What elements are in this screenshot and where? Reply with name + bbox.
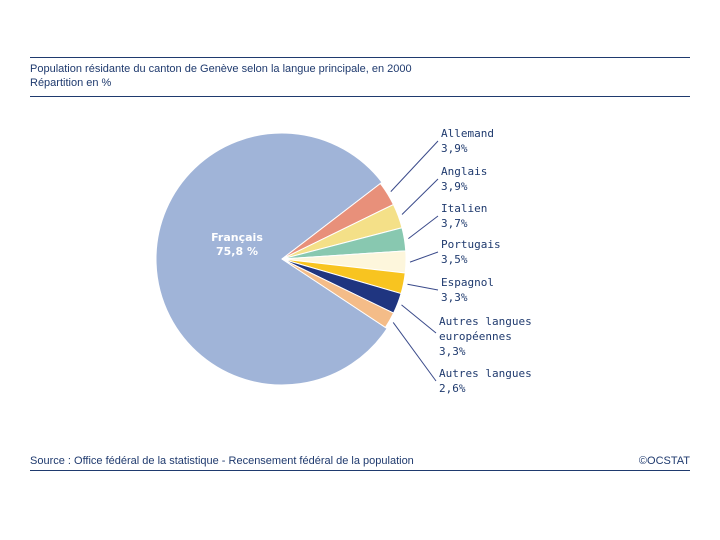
leader-line [401,304,437,334]
leader-line [392,322,437,382]
legend-value: 3,9% [441,180,468,193]
leader-line [401,178,439,215]
leader-line [390,140,439,192]
source-note: Source : Office fédéral de la statistiqu… [30,455,414,467]
leader-line [409,251,439,263]
chart-subtitle: Répartition en % [30,77,112,89]
legend-value: 3,3% [439,345,466,358]
legend-value: 3,7% [441,217,468,230]
legend-label: Portugais [441,238,501,251]
title-bottom-rule [30,96,690,97]
slice-7 [281,258,395,329]
legend-label: Autres langues [439,315,532,328]
copyright-credit: ©OCSTAT [638,455,690,467]
leader-line [407,283,439,291]
slice-francais [155,132,388,386]
bottom-rule [30,470,690,471]
chart-title-block: Population résidante du canton de Genève… [30,62,412,90]
legend-value: 3,9% [441,142,468,155]
legend-label: Espagnol [441,276,494,289]
top-rule [30,57,690,58]
slice-label-francais-value: 75,8 % [216,245,258,258]
legend-value: 3,5% [441,253,468,266]
legend-label: Autres langues [439,367,532,380]
legend-value: 3,3% [441,291,468,304]
legend-label: Allemand [441,127,494,140]
legend-label: Anglais [441,165,487,178]
slice-label-francais-name: Français [211,231,263,244]
legend-label: européennes [439,330,512,343]
legend-value: 2,6% [439,382,466,395]
leader-line [408,215,439,239]
chart-title: Population résidante du canton de Genève… [30,63,412,75]
legend-label: Italien [441,202,487,215]
